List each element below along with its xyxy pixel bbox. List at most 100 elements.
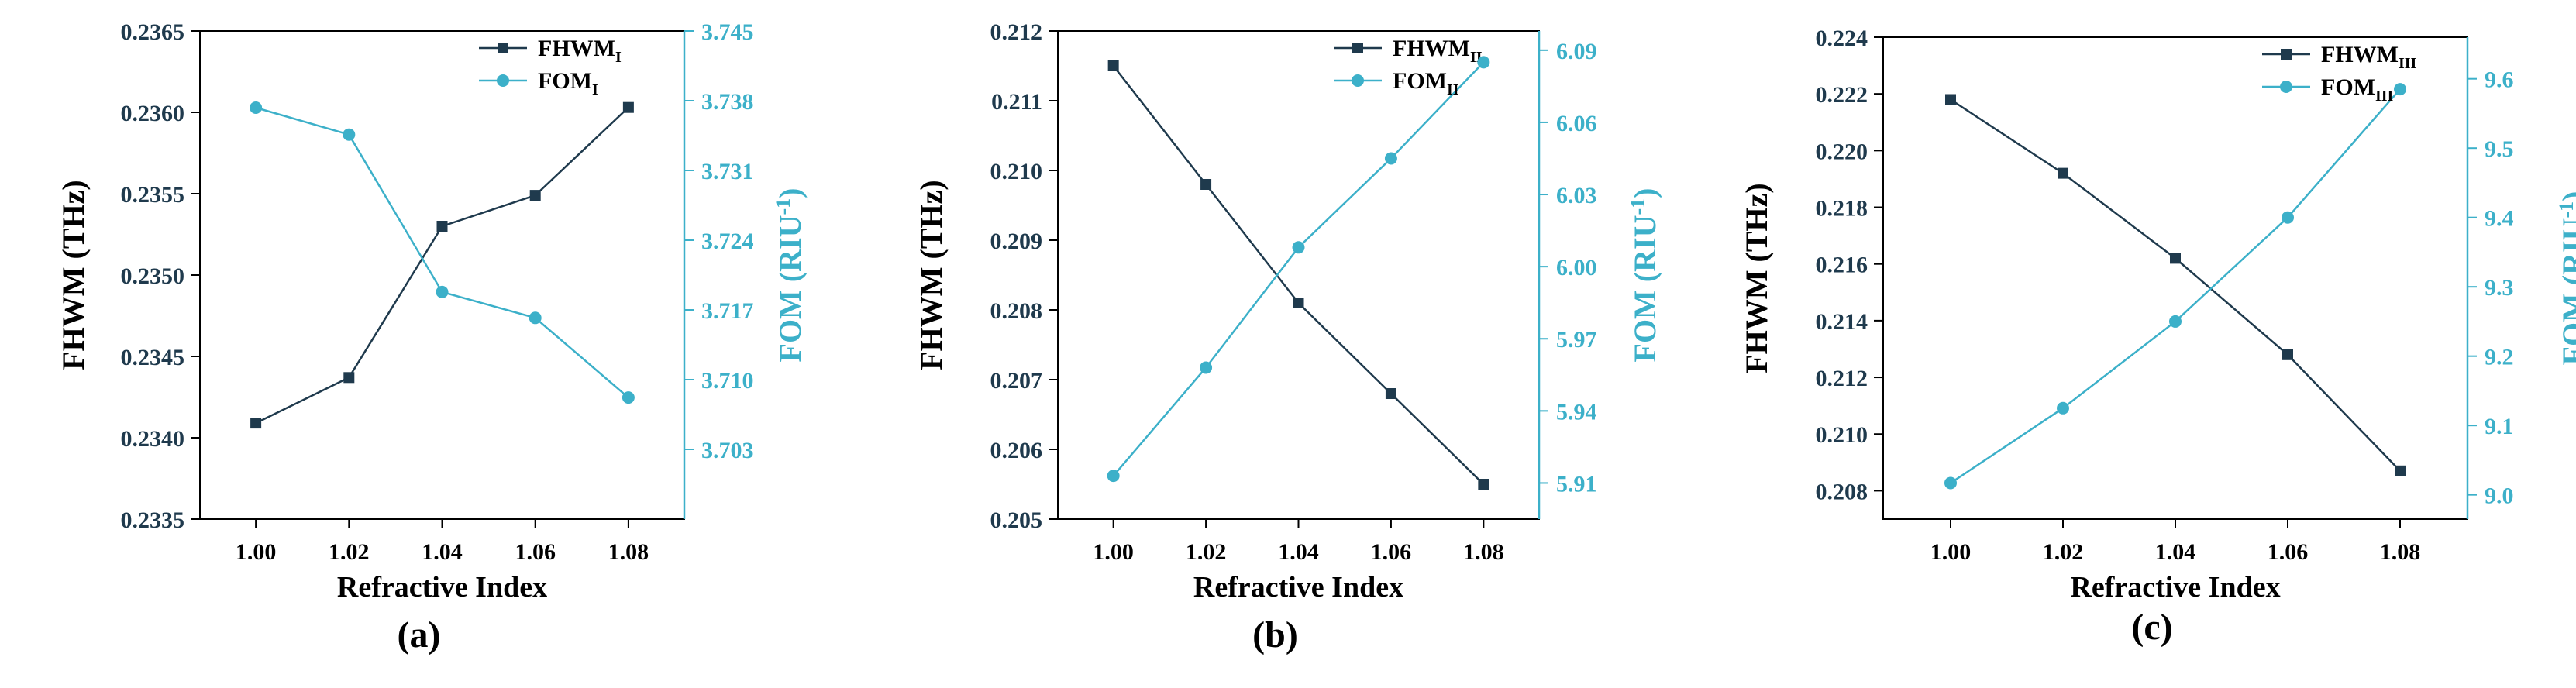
y-right-tick-label: 9.3	[2485, 275, 2514, 301]
y-right-tick-label: 6.06	[1556, 111, 1597, 136]
legend-marker	[498, 43, 508, 53]
legend-entry: FHWMI	[538, 36, 622, 66]
y-right-tick-label: 3.710	[701, 368, 754, 394]
y-left-tick-label: 0.214	[1816, 309, 1868, 335]
y-right-tick-label: 9.5	[2485, 136, 2514, 162]
y-right-tick-label: 9.1	[2485, 414, 2514, 439]
x-tick-label: 1.08	[2380, 539, 2421, 565]
y-left-tick-label: 0.2355	[121, 182, 185, 208]
plot-frame	[1882, 36, 2468, 520]
y-left-tick-label: 0.206	[990, 438, 1043, 463]
legend-marker	[2280, 81, 2292, 93]
legend-entry-name: FHWM	[538, 36, 615, 61]
x-tick-label: 1.00	[236, 539, 277, 565]
y-right-axis-title-end: )	[1627, 188, 1662, 198]
data-point-fom	[2169, 315, 2182, 328]
y-left-tick-label: 0.212	[1816, 366, 1868, 391]
panel-label: (c)	[2131, 607, 2172, 648]
legend-marker	[1352, 74, 1364, 87]
data-point-fhwm	[1107, 60, 1119, 71]
data-point-fom	[1384, 152, 1397, 165]
legend-entry-name: FHWM	[1393, 36, 1470, 61]
series-line-fom	[1112, 61, 1485, 476]
y-left-tick-label: 0.2365	[121, 19, 185, 45]
y-left-tick-label: 0.209	[990, 229, 1043, 254]
y-right-tick-label: 5.91	[1556, 471, 1597, 497]
legend-entry-sub: I	[615, 49, 622, 66]
data-point-fom	[1107, 470, 1120, 483]
x-tick-label: 1.04	[422, 539, 463, 565]
y-right-axis-title: FOM (RIU-1)	[2555, 191, 2576, 366]
y-left-tick-label: 0.211	[991, 89, 1042, 115]
legend-marker	[2281, 49, 2292, 60]
x-axis-title: Refractive Index	[337, 571, 547, 604]
y-right-tick-label: 3.703	[701, 438, 754, 463]
legend-entry-name: FOM	[538, 68, 592, 94]
legend-entry-sub: III	[2399, 55, 2417, 72]
y-right-axis-title-sup: -1	[1627, 198, 1649, 215]
data-point-fhwm	[250, 418, 262, 429]
legend-entry: FOMII	[1393, 68, 1459, 98]
series-line-fhwm	[255, 106, 629, 425]
legend-entry-sub: III	[2375, 88, 2394, 105]
y-right-tick-label: 6.09	[1556, 39, 1597, 64]
plot-frame	[199, 30, 685, 520]
y-left-tick-label: 0.220	[1816, 139, 1868, 164]
data-point-fhwm	[1478, 479, 1489, 490]
data-point-fhwm	[2395, 465, 2406, 476]
data-point-fhwm	[436, 221, 448, 232]
y-right-axis-title-main: FOM (RIU	[773, 215, 808, 363]
y-right-axis-title-end: )	[773, 188, 808, 198]
panel-label: (b)	[1252, 614, 1298, 655]
data-point-fom	[343, 128, 356, 141]
y-left-tick-label: 0.205	[990, 507, 1043, 533]
y-right-tick-label: 3.717	[701, 298, 754, 324]
x-tick-label: 1.06	[515, 539, 556, 565]
series-line-fhwm	[1950, 98, 2401, 472]
legend-entry-name: FHWM	[2321, 42, 2399, 67]
y-left-tick-label: 0.2340	[121, 426, 185, 452]
y-right-axis-title-sup: -1	[772, 198, 794, 215]
data-point-fom	[1944, 476, 1957, 490]
data-point-fom	[2282, 211, 2294, 224]
y-left-tick-label: 0.2350	[121, 263, 185, 289]
data-point-fhwm	[2058, 167, 2068, 179]
data-point-fom	[1477, 56, 1490, 69]
plot-frame	[1057, 30, 1540, 520]
y-right-tick-label: 3.724	[701, 229, 754, 254]
legend-entry-sub: II	[1447, 81, 1459, 98]
series-line-fhwm	[1112, 65, 1485, 485]
y-right-tick-label: 5.97	[1556, 327, 1597, 353]
data-point-fhwm	[2170, 253, 2181, 264]
x-tick-label: 1.02	[2043, 539, 2084, 565]
legend-entry-sub: I	[592, 81, 598, 98]
y-left-tick-label: 0.222	[1816, 82, 1868, 108]
series-line-fom	[255, 106, 629, 399]
x-tick-label: 1.02	[329, 539, 370, 565]
x-tick-label: 1.02	[1186, 539, 1227, 565]
x-axis-title: Refractive Index	[1193, 571, 1403, 604]
data-point-fhwm	[1200, 179, 1212, 190]
legend-marker	[497, 74, 509, 87]
y-left-tick-label: 0.210	[1816, 422, 1868, 448]
chart-panel-c: 1.00 1.02 1.04 1.06 1.08 0.208 0.210 0.212 0.214…	[1739, 26, 2576, 648]
x-tick-label: 1.08	[608, 539, 649, 565]
data-point-fhwm	[529, 190, 541, 201]
data-point-fom	[436, 285, 449, 298]
data-point-fhwm	[343, 372, 355, 384]
y-left-tick-label: 0.224	[1816, 26, 1868, 51]
chart-panel-a: 1.00 1.02 1.04 1.06 1.08 0.2335 0.2340 0.2345 0.…	[56, 19, 808, 655]
y-right-tick-label: 3.731	[701, 159, 754, 184]
y-left-axis-title: FHWM (THz)	[56, 180, 91, 370]
legend-entry-name: FOM	[1393, 68, 1447, 94]
y-left-tick-label: 0.207	[990, 368, 1043, 394]
y-right-axis-title: FOM (RIU-1)	[1627, 188, 1662, 363]
data-point-fom	[622, 391, 635, 404]
data-point-fhwm	[1945, 94, 1956, 105]
y-left-tick-label: 0.210	[990, 159, 1043, 184]
x-tick-label: 1.00	[1930, 539, 1972, 565]
legend-entry-name: FOM	[2321, 74, 2375, 100]
y-right-tick-label: 9.2	[2485, 345, 2514, 370]
y-left-axis-title: FHWM (THz)	[914, 180, 949, 370]
